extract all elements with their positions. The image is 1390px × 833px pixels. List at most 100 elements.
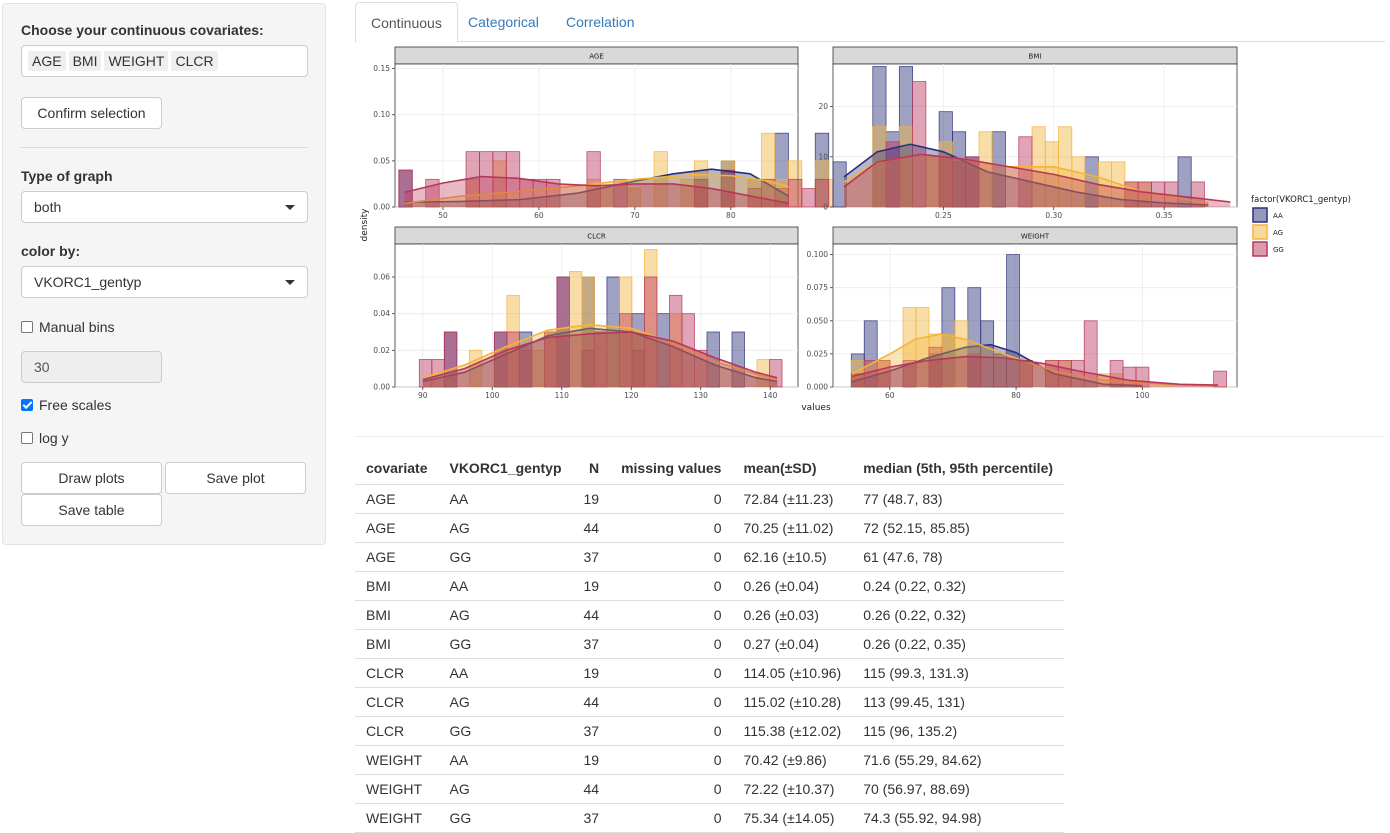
- checkbox-box[interactable]: [21, 399, 33, 411]
- table-cell: 0: [610, 513, 733, 543]
- histogram-bar: [586, 151, 601, 208]
- histogram-bar: [1006, 254, 1020, 388]
- table-cell: 19: [572, 571, 611, 601]
- table-cell: WEIGHT: [355, 774, 439, 804]
- save-table-button[interactable]: Save table: [21, 494, 162, 526]
- x-tick-label: 60: [534, 211, 544, 220]
- graph-type-select[interactable]: both: [21, 191, 308, 223]
- save-plot-button[interactable]: Save plot: [165, 462, 306, 494]
- density-area: [422, 324, 778, 387]
- table-cell: AG: [438, 687, 573, 717]
- chevron-down-icon: [285, 204, 295, 210]
- table-cell: 0.26 (±0.04): [732, 571, 853, 601]
- table-cell: CLCR: [355, 687, 439, 717]
- table-row: AGE GG 37 0 62.16 (±10.5) 61 (47.6, 78): [355, 542, 1065, 572]
- table-cell: 114.05 (±10.96): [732, 658, 853, 688]
- table-cell: AG: [438, 513, 573, 543]
- table-cell: AA: [438, 745, 573, 775]
- covariates-multiselect[interactable]: AGE BMI WEIGHT CLCR: [21, 45, 308, 77]
- checkbox-box[interactable]: [21, 432, 33, 444]
- density-area: [851, 334, 1219, 387]
- table-cell: 0: [610, 745, 733, 775]
- y-tick-label: 0.05: [373, 156, 390, 165]
- facet-panel: WEIGHT 60 80 100 0.000 0.025 0.050 0.075 0.100: [807, 226, 1238, 400]
- table-cell: 44: [572, 513, 611, 543]
- x-tick-label: 110: [555, 391, 570, 400]
- y-axis-title: density: [360, 208, 370, 242]
- bins-input[interactable]: 30: [21, 351, 162, 383]
- y-tick-label: 0.06: [373, 273, 390, 282]
- facet-panel: AGE 50 60 70 80 0.00 0.05 0.10 0.15: [373, 46, 883, 220]
- log-y-checkbox[interactable]: log y: [21, 430, 69, 446]
- confirm-selection-button[interactable]: Confirm selection: [21, 97, 162, 129]
- table-cell: 0: [610, 542, 733, 572]
- table-cell: 0: [610, 600, 733, 630]
- table-cell: 44: [572, 600, 611, 630]
- table-cell: GG: [438, 716, 573, 746]
- table-cell: 0.26 (0.22, 0.35): [852, 629, 1065, 659]
- col-header-missing: missing values: [610, 453, 733, 485]
- density-line: [422, 331, 778, 381]
- table-cell: 37: [572, 542, 611, 572]
- x-tick-label: 50: [438, 211, 448, 220]
- x-tick-label: 70: [630, 211, 640, 220]
- table-cell: 115.38 (±12.02): [732, 716, 853, 746]
- table-cell: 0.26 (±0.03): [732, 600, 853, 630]
- density-area: [844, 154, 1209, 207]
- table-cell: GG: [438, 629, 573, 659]
- density-line: [843, 143, 1209, 206]
- histogram-bar: [546, 178, 561, 208]
- y-tick-label: 0.00: [373, 383, 390, 392]
- color-by-select[interactable]: VKORC1_gentyp: [21, 266, 308, 298]
- table-cell: 0: [610, 629, 733, 659]
- tab-continuous[interactable]: Continuous: [355, 2, 458, 43]
- graph-type-value: both: [34, 199, 62, 215]
- y-tick-label: 0.000: [807, 383, 829, 392]
- table-cell: 0: [610, 484, 733, 514]
- col-header-n: N: [572, 453, 611, 485]
- table-cell: 72.84 (±11.23): [732, 484, 853, 514]
- x-tick-label: 0.30: [1045, 211, 1062, 220]
- table-cell: 70.42 (±9.86): [732, 745, 853, 775]
- y-tick-label: 0: [823, 203, 828, 212]
- tab-correlation[interactable]: Correlation: [566, 14, 635, 30]
- density-area: [844, 154, 1231, 207]
- density-line: [422, 323, 778, 381]
- histogram-bar: [613, 178, 628, 208]
- legend-key: [1252, 241, 1268, 257]
- histogram-bar: [967, 353, 982, 388]
- table-body: AGE AA 19 0 72.84 (±11.23) 77 (48.7, 83) AGE AG…: [355, 484, 1065, 833]
- table-cell: AGE: [355, 513, 439, 543]
- table-cell: BMI: [355, 571, 439, 601]
- free-scales-label: Free scales: [39, 397, 112, 413]
- covariate-chip[interactable]: WEIGHT: [104, 51, 169, 71]
- table-cell: WEIGHT: [355, 745, 439, 775]
- manual-bins-label: Manual bins: [39, 319, 115, 335]
- table-cell: 61 (47.6, 78): [852, 542, 1065, 572]
- draw-plots-button[interactable]: Draw plots: [21, 462, 162, 494]
- facet-panel: CLCR 90 100 110 120 130 140 0.00 0.02 0.04 0.06: [373, 226, 799, 400]
- density-area: [404, 174, 789, 207]
- table-row: BMI AG 44 0 0.26 (±0.03) 0.26 (0.22, 0.32): [355, 600, 1065, 630]
- tab-categorical[interactable]: Categorical: [468, 14, 539, 30]
- density-line: [404, 173, 789, 205]
- covariate-chip[interactable]: BMI: [68, 51, 102, 71]
- table-cell: 0: [610, 687, 733, 717]
- table-cell: 77 (48.7, 83): [852, 484, 1065, 514]
- col-header-mean: mean(±SD): [732, 453, 853, 485]
- density-area: [404, 176, 789, 207]
- x-tick-label: 60: [885, 391, 895, 400]
- table-row: BMI AA 19 0 0.26 (±0.04) 0.24 (0.22, 0.32): [355, 571, 1065, 601]
- table-row: WEIGHT AA 19 0 70.42 (±9.86) 71.6 (55.29, 84.…: [355, 745, 1065, 775]
- log-y-label: log y: [39, 430, 69, 446]
- free-scales-checkbox[interactable]: Free scales: [21, 397, 111, 413]
- table-cell: AG: [438, 774, 573, 804]
- x-tick-label: 140: [763, 391, 778, 400]
- legend: factor(VKORC1_gentyp) AA AG GG: [1251, 195, 1351, 257]
- table-row: CLCR AG 44 0 115.02 (±10.28) 113 (99.45, 131): [355, 687, 1065, 717]
- checkbox-box[interactable]: [21, 321, 33, 333]
- manual-bins-checkbox[interactable]: Manual bins: [21, 319, 115, 335]
- covariate-chip[interactable]: CLCR: [171, 51, 218, 71]
- table-cell: 72.22 (±10.37): [732, 774, 853, 804]
- covariate-chip[interactable]: AGE: [28, 51, 66, 71]
